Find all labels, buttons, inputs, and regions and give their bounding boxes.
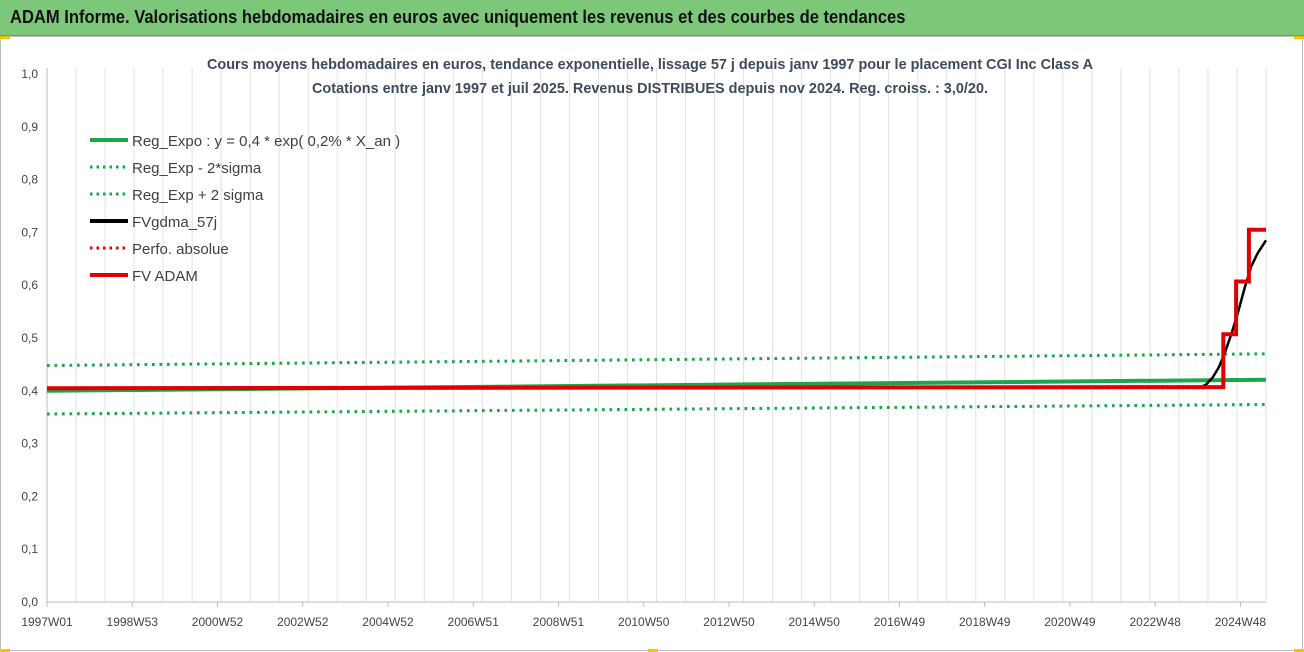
series-fvgdma-57j <box>46 239 1268 390</box>
series-reg-exp-2-sigma <box>46 352 1267 367</box>
y-tick-label: 0,7 <box>21 225 38 239</box>
x-tick-label: 1998W53 <box>107 615 159 629</box>
x-tick-label: 2010W50 <box>618 615 670 629</box>
y-tick-label: 1,0 <box>21 67 38 81</box>
x-tick-label: 2002W52 <box>277 615 329 629</box>
corner-marker <box>1294 649 1304 652</box>
x-tick-label: 2018W49 <box>959 615 1011 629</box>
y-tick-label: 0,8 <box>21 173 38 187</box>
legend-label: Reg_Exp + 2 sigma <box>132 187 264 204</box>
chart-title-line: Cotations entre janv 1997 et juil 2025. … <box>312 80 988 97</box>
x-tick-label: 2008W51 <box>533 615 585 629</box>
legend-label: FVgdma_57j <box>132 214 217 231</box>
y-tick-label: 0,6 <box>21 278 38 292</box>
series-reg-exp-2-sigma <box>46 403 1267 416</box>
chart-title: Cours moyens hebdomadaires en euros, ten… <box>207 56 1093 97</box>
report-banner: ADAM Informe. Valorisations hebdomadaire… <box>0 0 1304 36</box>
corner-marker <box>648 649 658 652</box>
x-tick-label: 2024W48 <box>1215 615 1267 629</box>
corner-marker <box>1294 36 1304 39</box>
x-tick-label: 2020W49 <box>1044 615 1096 629</box>
y-tick-label: 0,5 <box>21 331 38 345</box>
report-title: ADAM Informe. Valorisations hebdomadaire… <box>10 7 906 27</box>
chart-title-line: Cours moyens hebdomadaires en euros, ten… <box>207 56 1093 73</box>
x-tick-label: 2006W51 <box>448 615 500 629</box>
x-tick-label: 2000W52 <box>192 615 244 629</box>
legend-label: Reg_Exp - 2*sigma <box>132 160 262 177</box>
x-tick-label: 1997W01 <box>21 615 73 629</box>
y-tick-label: 0,0 <box>21 595 38 609</box>
x-tick-label: 2016W49 <box>874 615 926 629</box>
y-tick-label: 0,9 <box>21 120 38 134</box>
y-axis: 0,0 0,1 0,2 0,3 0,4 0,5 0,6 0,7 0,8 0,9 1,0 <box>21 67 48 609</box>
series-fv-adam <box>46 227 1266 391</box>
data-series <box>46 227 1268 416</box>
x-tick-label: 2022W48 <box>1129 615 1181 629</box>
y-tick-label: 0,4 <box>21 384 38 398</box>
legend-label: Perfo. absolue <box>132 241 229 258</box>
y-tick-label: 0,2 <box>21 489 38 503</box>
corner-marker <box>0 649 10 652</box>
legend-label: FV ADAM <box>132 268 198 285</box>
x-tick-label: 2004W52 <box>362 615 414 629</box>
y-tick-label: 0,3 <box>21 437 38 451</box>
vertical-gridlines <box>46 68 1267 602</box>
x-tick-label: 2014W50 <box>789 615 841 629</box>
legend-label: Reg_Expo : y = 0,4 * exp( 0,2% * X_an ) <box>132 133 400 150</box>
y-tick-label: 0,1 <box>21 542 38 556</box>
legend: Reg_Expo : y = 0,4 * exp( 0,2% * X_an ) R… <box>90 133 400 285</box>
x-axis: 1997W01 1998W53 2000W52 2002W52 2004W52 2006W… <box>21 601 1267 629</box>
x-tick-label: 2012W50 <box>703 615 755 629</box>
corner-marker <box>0 36 10 39</box>
